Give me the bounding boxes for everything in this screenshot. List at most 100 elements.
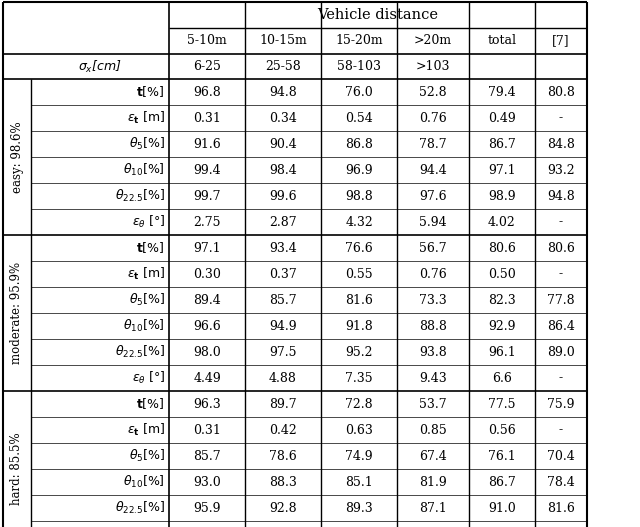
Text: 94.9: 94.9 [269, 319, 297, 333]
Text: 89.4: 89.4 [193, 294, 221, 307]
Text: 88.8: 88.8 [419, 319, 447, 333]
Text: 77.5: 77.5 [488, 397, 516, 411]
Text: 0.85: 0.85 [419, 424, 447, 436]
Text: $\theta_5$[%]: $\theta_5$[%] [129, 136, 165, 152]
Text: 9.43: 9.43 [419, 372, 447, 385]
Text: 76.6: 76.6 [345, 241, 373, 255]
Text: -: - [559, 372, 563, 385]
Text: hard: 85.5%: hard: 85.5% [10, 433, 24, 505]
Text: 81.6: 81.6 [345, 294, 373, 307]
Text: $\mathbf{t}$[%]: $\mathbf{t}$[%] [136, 396, 165, 412]
Text: $\theta_{10}$[%]: $\theta_{10}$[%] [124, 318, 165, 334]
Text: 96.8: 96.8 [193, 85, 221, 99]
Text: $\theta_{22.5}$[%]: $\theta_{22.5}$[%] [115, 344, 165, 360]
Text: $\theta_{22.5}$[%]: $\theta_{22.5}$[%] [115, 188, 165, 204]
Text: 74.9: 74.9 [345, 450, 373, 463]
Text: 53.7: 53.7 [419, 397, 447, 411]
Text: 79.4: 79.4 [488, 85, 516, 99]
Text: >103: >103 [416, 60, 451, 73]
Text: $\varepsilon_\mathbf{t}$ [m]: $\varepsilon_\mathbf{t}$ [m] [127, 422, 165, 438]
Text: Vehicle distance: Vehicle distance [317, 8, 438, 22]
Text: 85.1: 85.1 [345, 475, 373, 489]
Text: 86.8: 86.8 [345, 138, 373, 151]
Text: 93.4: 93.4 [269, 241, 297, 255]
Text: 0.76: 0.76 [419, 268, 447, 280]
Text: 97.5: 97.5 [269, 346, 297, 358]
Text: 76.1: 76.1 [488, 450, 516, 463]
Text: 87.1: 87.1 [419, 502, 447, 514]
Text: 78.4: 78.4 [547, 475, 575, 489]
Text: 15-20m: 15-20m [335, 34, 383, 47]
Text: 70.4: 70.4 [547, 450, 575, 463]
Text: 96.3: 96.3 [193, 397, 221, 411]
Text: -: - [559, 268, 563, 280]
Text: 80.6: 80.6 [488, 241, 516, 255]
Text: [7]: [7] [552, 34, 570, 47]
Text: 10-15m: 10-15m [259, 34, 307, 47]
Text: 5.94: 5.94 [419, 216, 447, 229]
Text: 92.9: 92.9 [488, 319, 516, 333]
Text: $\mathbf{t}$[%]: $\mathbf{t}$[%] [136, 84, 165, 100]
Text: $\theta_{10}$[%]: $\theta_{10}$[%] [124, 474, 165, 490]
Text: 77.8: 77.8 [547, 294, 575, 307]
Text: 94.8: 94.8 [269, 85, 297, 99]
Text: 96.9: 96.9 [345, 163, 373, 177]
Text: 0.56: 0.56 [488, 424, 516, 436]
Text: 86.4: 86.4 [547, 319, 575, 333]
Text: 0.31: 0.31 [193, 424, 221, 436]
Text: 92.8: 92.8 [269, 502, 297, 514]
Text: easy: 98.6%: easy: 98.6% [10, 121, 24, 193]
Text: 0.34: 0.34 [269, 112, 297, 124]
Text: 4.49: 4.49 [193, 372, 221, 385]
Text: moderate: 95.9%: moderate: 95.9% [10, 262, 24, 364]
Text: 52.8: 52.8 [419, 85, 447, 99]
Text: 94.4: 94.4 [419, 163, 447, 177]
Text: 67.4: 67.4 [419, 450, 447, 463]
Text: 80.8: 80.8 [547, 85, 575, 99]
Text: -: - [559, 424, 563, 436]
Text: 98.9: 98.9 [488, 190, 516, 202]
Text: 95.9: 95.9 [193, 502, 221, 514]
Text: 0.63: 0.63 [345, 424, 373, 436]
Text: 0.55: 0.55 [345, 268, 373, 280]
Text: 80.6: 80.6 [547, 241, 575, 255]
Text: $\varepsilon_\theta$ [°]: $\varepsilon_\theta$ [°] [132, 526, 165, 527]
Text: 98.4: 98.4 [269, 163, 297, 177]
Text: $\varepsilon_\mathbf{t}$ [m]: $\varepsilon_\mathbf{t}$ [m] [127, 110, 165, 126]
Text: $\theta_{10}$[%]: $\theta_{10}$[%] [124, 162, 165, 178]
Text: 78.6: 78.6 [269, 450, 297, 463]
Text: 2.87: 2.87 [269, 216, 297, 229]
Text: 89.7: 89.7 [269, 397, 297, 411]
Text: 5-10m: 5-10m [187, 34, 227, 47]
Text: 0.76: 0.76 [419, 112, 447, 124]
Text: 94.8: 94.8 [547, 190, 575, 202]
Text: 82.3: 82.3 [488, 294, 516, 307]
Text: 93.0: 93.0 [193, 475, 221, 489]
Text: $\varepsilon_\mathbf{t}$ [m]: $\varepsilon_\mathbf{t}$ [m] [127, 266, 165, 282]
Text: $\theta_{22.5}$[%]: $\theta_{22.5}$[%] [115, 500, 165, 516]
Text: 81.9: 81.9 [419, 475, 447, 489]
Text: 88.3: 88.3 [269, 475, 297, 489]
Text: 89.0: 89.0 [547, 346, 575, 358]
Text: 96.6: 96.6 [193, 319, 221, 333]
Text: 0.31: 0.31 [193, 112, 221, 124]
Text: 95.2: 95.2 [345, 346, 372, 358]
Text: 6.6: 6.6 [492, 372, 512, 385]
Text: total: total [488, 34, 516, 47]
Text: 73.3: 73.3 [419, 294, 447, 307]
Text: $\sigma_x$[$cm$]: $\sigma_x$[$cm$] [78, 58, 122, 74]
Text: 97.6: 97.6 [419, 190, 447, 202]
Text: 76.0: 76.0 [345, 85, 373, 99]
Text: 78.7: 78.7 [419, 138, 447, 151]
Text: 93.2: 93.2 [547, 163, 575, 177]
Text: 91.8: 91.8 [345, 319, 373, 333]
Text: 85.7: 85.7 [193, 450, 221, 463]
Text: 25-58: 25-58 [265, 60, 301, 73]
Text: 0.42: 0.42 [269, 424, 297, 436]
Text: 84.8: 84.8 [547, 138, 575, 151]
Text: 99.4: 99.4 [193, 163, 221, 177]
Text: 4.88: 4.88 [269, 372, 297, 385]
Text: 98.0: 98.0 [193, 346, 221, 358]
Text: $\theta_5$[%]: $\theta_5$[%] [129, 292, 165, 308]
Text: 0.50: 0.50 [488, 268, 516, 280]
